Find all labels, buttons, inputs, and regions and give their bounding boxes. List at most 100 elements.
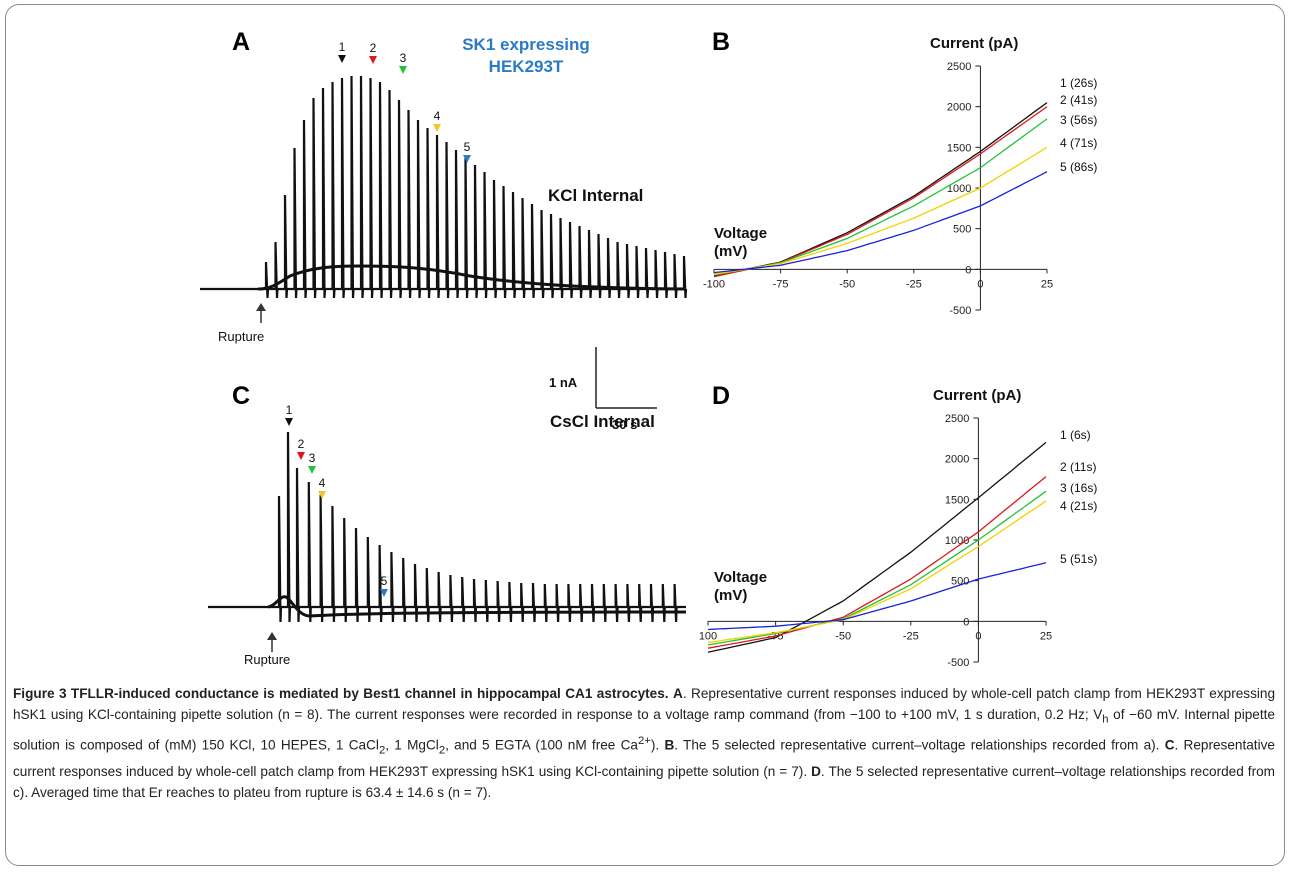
caption-sup: 2+	[637, 734, 651, 747]
x-tick-label: -25	[903, 630, 919, 642]
y-tick-label: 0	[965, 264, 971, 276]
series-label: 2 (41s)	[1060, 93, 1097, 107]
marker-triangle	[433, 124, 441, 132]
marker-label: 4	[434, 109, 441, 123]
y-tick-label: 2000	[947, 102, 971, 114]
y-tick-label: 1500	[947, 142, 971, 154]
chart-d-xlabel-line2: (mV)	[714, 587, 747, 604]
x-tick-label: -50	[835, 630, 851, 642]
series-label: 1 (26s)	[1060, 76, 1097, 90]
panel-c-rupture-arrow	[267, 632, 277, 652]
marker-triangle	[380, 589, 388, 597]
figure-border	[5, 4, 1285, 866]
series-label: 4 (71s)	[1060, 136, 1097, 150]
caption-text-c: . Representative current responses induc…	[13, 737, 1275, 779]
marker-5: 5	[380, 574, 388, 597]
marker-label: 1	[339, 40, 346, 54]
series-line	[707, 490, 1047, 646]
x-tick-label: 0	[975, 630, 981, 642]
caption-vh-sub: h	[1102, 713, 1109, 726]
marker-2: 2	[297, 437, 305, 460]
marker-triangle	[297, 452, 305, 460]
x-tick-label: -100	[703, 278, 725, 290]
figure-caption: Figure 3 TFLLR-induced conductance is me…	[13, 683, 1275, 803]
y-tick-label: 2000	[945, 454, 969, 466]
caption-label-d: D	[811, 763, 821, 779]
panel-a-title-line1: SK1 expressing	[462, 35, 590, 54]
panel-c-rupture-label: Rupture	[244, 652, 290, 667]
marker-5: 5	[463, 140, 471, 163]
marker-4: 4	[433, 109, 441, 132]
marker-2: 2	[369, 41, 377, 64]
chart-b: Current (pA) Voltage (mV) -100 -75 -50 -25 0…	[703, 35, 1097, 317]
scale-bar-current: 1 nA	[549, 375, 578, 390]
series-label: 3 (16s)	[1060, 481, 1097, 495]
panel-a: SK1 expressing HEK293T KCl Internal 1 2 3 4…	[200, 35, 688, 344]
series-line	[713, 171, 1048, 274]
panel-label-b: B	[712, 28, 730, 56]
series-line	[713, 146, 1048, 275]
y-tick-label: -500	[949, 305, 971, 317]
chart-d-ylabel: Current (pA)	[933, 387, 1021, 404]
series-label: 3 (56s)	[1060, 113, 1097, 127]
panel-a-rupture-arrow	[256, 303, 266, 323]
caption-text-d: . The 5 selected representative current–…	[13, 763, 1275, 800]
panel-label-c: C	[232, 382, 250, 410]
marker-triangle	[308, 466, 316, 474]
marker-triangle	[369, 56, 377, 64]
caption-title: Figure 3 TFLLR-induced conductance is me…	[13, 686, 669, 701]
chart-b-ylabel: Current (pA)	[930, 35, 1018, 52]
x-tick-label: 0	[977, 278, 983, 290]
marker-triangle	[338, 55, 346, 63]
caption-text-a3: , 1 MgCl	[385, 737, 439, 753]
series-label: 2 (11s)	[1060, 460, 1096, 474]
panel-label-d: D	[712, 382, 730, 410]
y-tick-label: 1000	[947, 183, 971, 195]
marker-3: 3	[308, 451, 316, 474]
marker-label: 5	[464, 140, 471, 154]
marker-3: 3	[399, 51, 407, 74]
chart-d: Current (pA) Voltage (mV) 100 -75 -50 -25 0 2…	[699, 387, 1098, 669]
marker-triangle	[318, 491, 326, 499]
panel-label-a: A	[232, 28, 250, 56]
marker-label: 3	[309, 451, 316, 465]
series-line	[713, 106, 1048, 278]
y-tick-label: 500	[953, 224, 971, 236]
y-tick-label: 0	[963, 616, 969, 628]
panel-c: CsCl Internal 1 234 5 Rupture	[208, 403, 687, 667]
marker-label: 5	[381, 574, 388, 588]
series-line	[713, 102, 1048, 277]
marker-label: 1	[286, 403, 293, 417]
marker-triangle	[463, 155, 471, 163]
chart-d-xlabel-line1: Voltage	[714, 569, 767, 586]
caption-text-a5: ).	[650, 737, 665, 753]
panel-a-markers: 1 2 3 4 5	[338, 40, 471, 163]
marker-triangle	[285, 418, 293, 426]
series-line	[707, 562, 1047, 631]
y-tick-label: 2500	[945, 413, 969, 425]
caption-text-a4: , and 5 EGTA (100 nM free Ca	[445, 737, 638, 753]
x-tick-label: -50	[839, 278, 855, 290]
marker-triangle	[399, 66, 407, 74]
marker-label: 2	[298, 437, 305, 451]
panel-c-condition: CsCl Internal	[550, 412, 655, 431]
caption-sub3: 2	[438, 743, 446, 756]
x-tick-label: -25	[906, 278, 922, 290]
panel-a-current-trace	[200, 75, 688, 299]
figure-canvas: A B C D SK1 expressing HEK293T KCl Inter…	[200, 28, 1098, 669]
series-line	[707, 441, 1047, 653]
marker-4: 4	[318, 476, 326, 499]
caption-text-a2: of −60 mV. Internal pipette solution is …	[13, 707, 1275, 753]
caption-text-a: . Representative current responses induc…	[13, 686, 1276, 722]
series-label: 5 (86s)	[1060, 160, 1097, 174]
scale-bar: 1 nA 30 s	[549, 347, 657, 432]
caption-label-a: A	[673, 686, 683, 701]
marker-label: 4	[319, 476, 326, 490]
chart-b-xlabel-line2: (mV)	[714, 243, 747, 260]
x-tick-label: -75	[773, 278, 789, 290]
x-tick-label: 25	[1041, 278, 1053, 290]
y-tick-label: 1500	[945, 494, 969, 506]
y-tick-label: -500	[947, 657, 969, 669]
panel-a-rupture-label: Rupture	[218, 329, 264, 344]
